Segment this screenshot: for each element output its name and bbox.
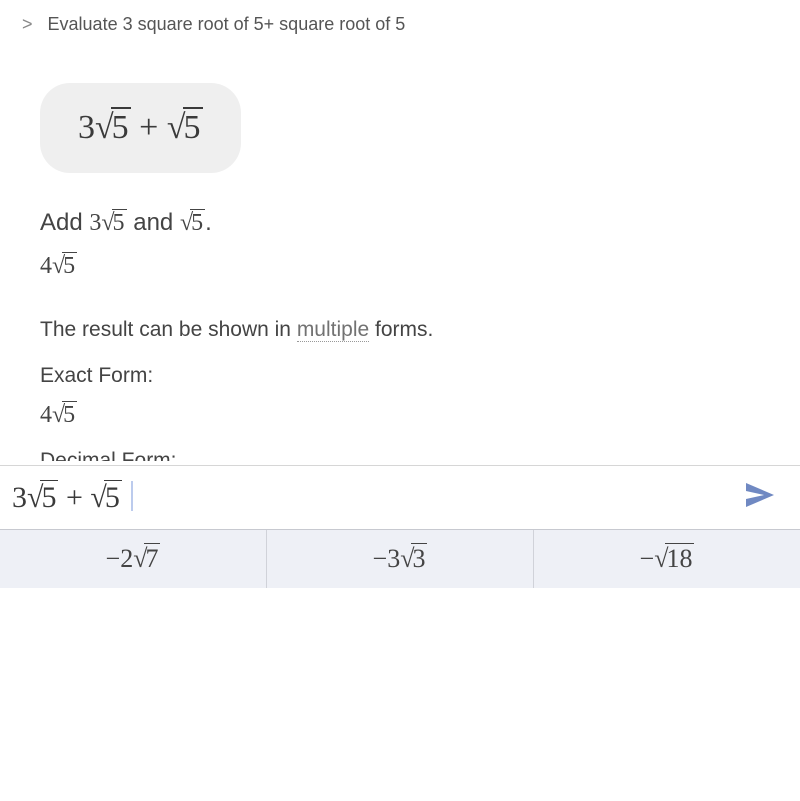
submit-button[interactable] bbox=[740, 476, 782, 519]
sqrt-icon: √3 bbox=[400, 544, 427, 574]
suggestion-key[interactable]: −3√3 bbox=[267, 530, 534, 588]
sqrt-icon: √5 bbox=[27, 481, 58, 515]
sqrt-icon: √7 bbox=[133, 544, 160, 574]
send-icon bbox=[744, 480, 778, 510]
suggestion-row: −2√7 −3√3 −√18 bbox=[0, 529, 800, 588]
step-description: Add 3√5 and √5. bbox=[40, 209, 760, 237]
coef: 3 bbox=[78, 109, 95, 146]
breadcrumb-text: Evaluate 3 square root of 5+ square root… bbox=[48, 14, 406, 34]
step-result: 4√5 bbox=[40, 253, 760, 280]
problem-expression: 3√5 + √5 bbox=[40, 83, 241, 173]
sqrt-icon: √18 bbox=[654, 544, 694, 574]
suggestion-key[interactable]: −2√7 bbox=[0, 530, 267, 588]
exact-form-value: 4√5 bbox=[40, 402, 760, 429]
sqrt-icon: √5 bbox=[101, 210, 126, 237]
exact-form-label: Exact Form: bbox=[40, 364, 760, 388]
sqrt-icon: √5 bbox=[90, 481, 121, 515]
sqrt-icon: √5 bbox=[52, 253, 77, 280]
text-cursor bbox=[131, 481, 133, 511]
expression-input[interactable]: 3√5 + √5 bbox=[12, 481, 740, 515]
chevron-icon: > bbox=[22, 14, 33, 34]
solution-content: 3√5 + √5 Add 3√5 and √5. 4√5 The result … bbox=[0, 49, 800, 461]
op: + bbox=[139, 109, 158, 146]
multiple-forms-link[interactable]: multiple bbox=[297, 318, 369, 342]
sqrt-icon: √5 bbox=[52, 402, 77, 429]
forms-note: The result can be shown in multiple form… bbox=[40, 318, 760, 342]
suggestion-key[interactable]: −√18 bbox=[534, 530, 800, 588]
input-bar[interactable]: 3√5 + √5 bbox=[0, 465, 800, 529]
sqrt-icon: √5 bbox=[95, 109, 131, 147]
sqrt-icon: √5 bbox=[180, 210, 205, 237]
sqrt-icon: √5 bbox=[167, 109, 203, 147]
breadcrumb[interactable]: > Evaluate 3 square root of 5+ square ro… bbox=[0, 0, 800, 49]
cutoff-text: Decimal Form: bbox=[40, 449, 760, 461]
